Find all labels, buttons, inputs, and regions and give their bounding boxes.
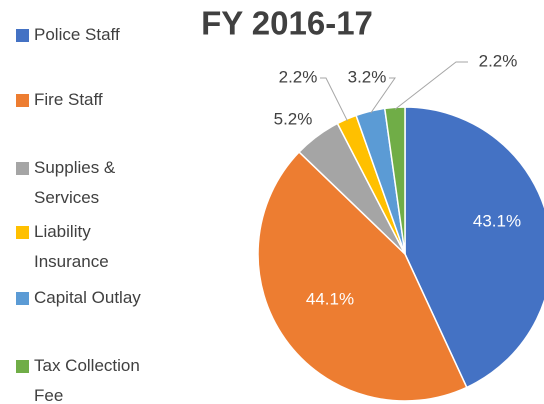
- legend-label: Liability Insurance: [34, 222, 109, 271]
- pie-slice: [383, 106, 406, 255]
- legend-swatch: [16, 292, 29, 305]
- legend-swatch: [16, 360, 29, 373]
- legend-label: Fire Staff: [34, 90, 103, 109]
- data-label: 43.1%: [473, 211, 521, 230]
- legend-label: Police Staff: [34, 25, 120, 44]
- legend-swatch: [16, 162, 29, 175]
- legend-label: Supplies & Services: [34, 158, 116, 207]
- legend-label: Capital Outlay: [34, 288, 141, 307]
- chart-title: FY 2016-17: [201, 5, 373, 42]
- legend-label: Tax Collection Fee: [34, 356, 140, 404]
- legend-item: Capital Outlay: [16, 283, 184, 313]
- legend-item: Supplies & Services: [16, 153, 184, 213]
- leader-line: [394, 61, 468, 110]
- data-label: 3.2%: [348, 67, 387, 86]
- pie-slice: [257, 150, 468, 402]
- leader-line: [370, 77, 396, 114]
- data-label: 44.1%: [306, 289, 354, 308]
- legend-item: Police Staff: [16, 20, 184, 50]
- leader-line: [320, 77, 348, 122]
- data-label: 2.2%: [479, 51, 518, 70]
- data-label: 5.2%: [274, 109, 313, 128]
- legend-item: Liability Insurance: [16, 217, 184, 277]
- legend-swatch: [16, 94, 29, 107]
- legend-swatch: [16, 226, 29, 239]
- legend-item: Tax Collection Fee: [16, 351, 184, 404]
- data-label: 2.2%: [279, 67, 318, 86]
- pie-slice: [404, 106, 544, 389]
- legend-item: Fire Staff: [16, 85, 184, 115]
- legend-swatch: [16, 29, 29, 42]
